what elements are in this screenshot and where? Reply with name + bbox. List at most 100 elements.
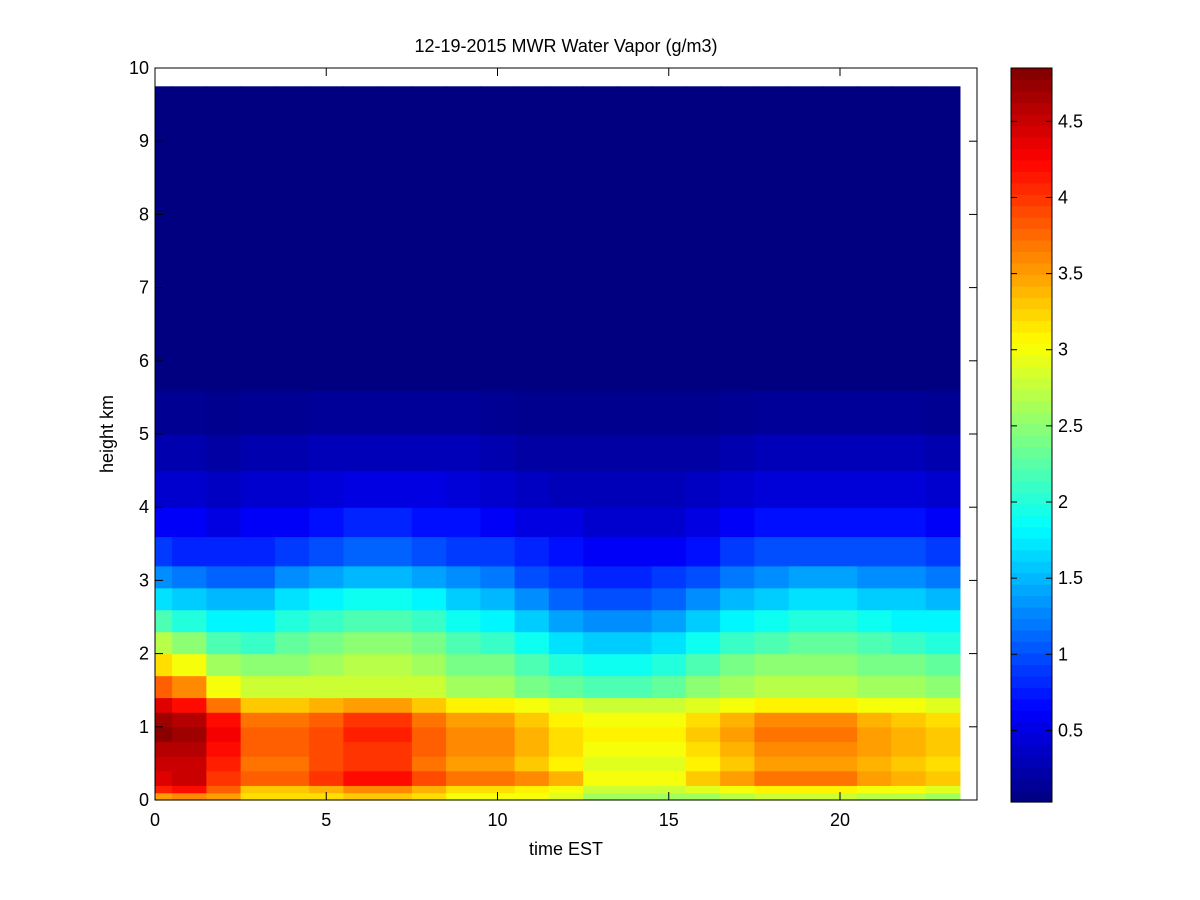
heatmap-cell bbox=[857, 697, 892, 713]
heatmap-cell bbox=[172, 741, 207, 757]
heatmap-cell bbox=[446, 587, 481, 611]
heatmap-cell bbox=[754, 785, 790, 794]
heatmap-cell bbox=[155, 756, 173, 772]
heatmap-cell bbox=[240, 785, 276, 794]
heatmap-cell bbox=[343, 675, 379, 699]
heatmap-cell bbox=[548, 609, 584, 633]
heatmap-cell bbox=[548, 756, 584, 772]
heatmap-cell bbox=[857, 653, 892, 677]
heatmap-cell bbox=[411, 756, 447, 772]
heatmap-cell bbox=[446, 434, 481, 472]
heatmap-cell bbox=[514, 631, 550, 655]
heatmap-cell bbox=[822, 712, 858, 728]
heatmap-cell bbox=[651, 86, 687, 391]
heatmap-cell bbox=[309, 631, 344, 655]
heatmap-cell bbox=[343, 726, 379, 743]
heatmap-cell bbox=[446, 770, 481, 786]
heatmap-cell bbox=[206, 785, 242, 794]
y-tick-label: 8 bbox=[139, 204, 149, 224]
heatmap-cell bbox=[788, 726, 824, 743]
heatmap-cell bbox=[274, 536, 310, 567]
heatmap-cell bbox=[240, 470, 276, 508]
colorbar-segment bbox=[1011, 457, 1052, 471]
heatmap-cell bbox=[155, 631, 173, 655]
heatmap-cell bbox=[411, 587, 447, 611]
heatmap-cell bbox=[206, 470, 242, 508]
colorbar-segment bbox=[1011, 744, 1052, 757]
colorbar bbox=[1011, 68, 1052, 803]
heatmap-cell bbox=[155, 741, 173, 757]
heatmap-cell bbox=[651, 390, 687, 435]
heatmap-cell bbox=[343, 631, 379, 655]
colorbar-tick-label: 0.5 bbox=[1058, 720, 1083, 740]
heatmap-cell bbox=[309, 587, 344, 611]
heatmap-cell bbox=[309, 726, 344, 743]
heatmap-cell bbox=[891, 470, 927, 508]
heatmap-cell bbox=[754, 86, 790, 391]
heatmap-cell bbox=[172, 756, 207, 772]
y-tick-label: 6 bbox=[139, 351, 149, 371]
y-axis-ticks: 0 1 2 3 4 5 6 7 8 9 10 bbox=[129, 58, 977, 810]
heatmap-cell bbox=[480, 726, 516, 743]
heatmap-cell bbox=[891, 86, 927, 391]
heatmap-cell bbox=[514, 697, 550, 713]
heatmap-cell bbox=[720, 675, 755, 699]
heatmap-cell bbox=[377, 726, 413, 743]
colorbar-frame bbox=[1010, 67, 1053, 803]
heatmap-cell bbox=[514, 86, 550, 391]
colorbar-segment bbox=[1011, 446, 1052, 459]
heatmap-cell bbox=[514, 675, 550, 699]
heatmap-cell bbox=[172, 770, 207, 786]
colorbar-segment bbox=[1011, 515, 1052, 528]
heatmap-cell bbox=[617, 675, 653, 699]
heatmap-cell bbox=[514, 507, 550, 538]
heatmap-cell bbox=[548, 434, 584, 472]
colorbar-tick-label: 2 bbox=[1058, 492, 1068, 512]
heatmap-cell bbox=[206, 86, 242, 391]
heatmap-cell bbox=[206, 697, 242, 713]
heatmap-cell bbox=[720, 770, 755, 786]
heatmap-cell bbox=[240, 697, 276, 713]
heatmap-cell bbox=[651, 770, 687, 786]
heatmap-cell bbox=[925, 86, 961, 391]
heatmap-cell bbox=[925, 675, 961, 699]
colorbar-segment bbox=[1011, 664, 1052, 677]
heatmap-cell bbox=[309, 785, 344, 794]
heatmap-cell bbox=[720, 726, 755, 743]
heatmap-cell bbox=[172, 86, 207, 391]
heatmap-cell bbox=[583, 756, 618, 772]
heatmap-cell bbox=[514, 565, 550, 589]
heatmap-cell bbox=[411, 726, 447, 743]
heatmap-cell bbox=[857, 756, 892, 772]
heatmap-cell bbox=[788, 86, 824, 391]
x-axis-ticks: 0 5 10 15 20 bbox=[150, 68, 850, 830]
heatmap-cell bbox=[720, 434, 755, 472]
heatmap-cell bbox=[788, 390, 824, 435]
heatmap-cell bbox=[822, 565, 858, 589]
heatmap-cell bbox=[206, 565, 242, 589]
heatmap-cell bbox=[240, 770, 276, 786]
heatmap-cell bbox=[583, 86, 618, 391]
heatmap-cell bbox=[651, 631, 687, 655]
heatmap-cell bbox=[788, 675, 824, 699]
heatmap-cell bbox=[925, 756, 961, 772]
heatmap-cell bbox=[548, 631, 584, 655]
heatmap-cell bbox=[822, 536, 858, 567]
colorbar-segment bbox=[1011, 217, 1052, 230]
x-tick-label: 5 bbox=[321, 810, 331, 830]
colorbar-segment bbox=[1011, 377, 1052, 390]
heatmap-cell bbox=[754, 631, 790, 655]
heatmap-cell bbox=[925, 565, 961, 589]
heatmap-cell bbox=[377, 697, 413, 713]
heatmap-cell bbox=[343, 785, 379, 794]
heatmap-cell bbox=[514, 785, 550, 794]
heatmap-cell bbox=[514, 390, 550, 435]
heatmap-cell bbox=[720, 565, 755, 589]
heatmap-cell bbox=[274, 507, 310, 538]
heatmap-cell bbox=[925, 697, 961, 713]
colorbar-segment bbox=[1011, 492, 1052, 505]
heatmap-cell bbox=[377, 741, 413, 757]
colorbar-segment bbox=[1011, 756, 1052, 769]
heatmap-cell bbox=[617, 536, 653, 567]
heatmap-cell bbox=[754, 792, 790, 801]
